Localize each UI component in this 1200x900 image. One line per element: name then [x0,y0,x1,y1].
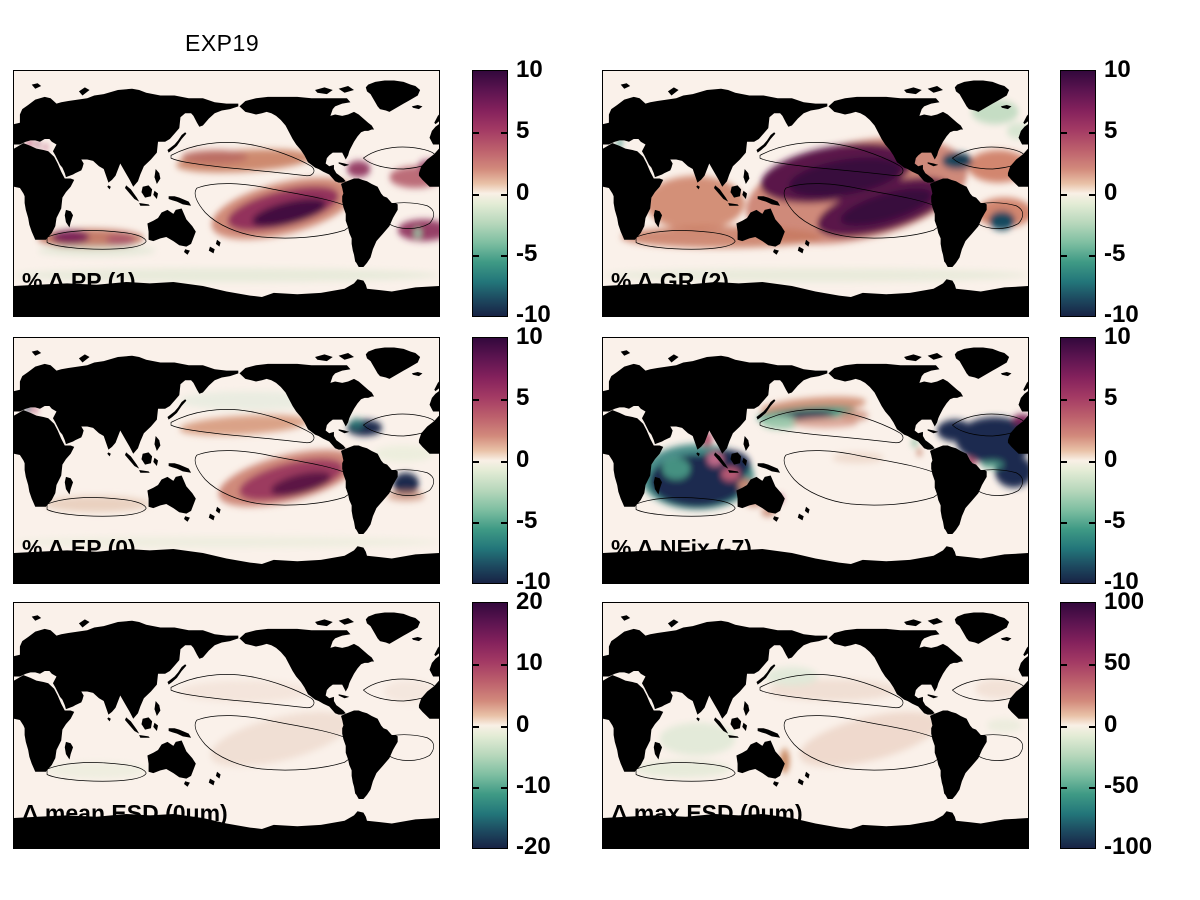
tick-label: -20 [516,833,551,860]
tick-label: 10 [516,323,543,350]
colorbar-gradient [472,70,508,317]
anomaly-layer-pp [14,139,439,282]
tick-label: 10 [1104,56,1131,83]
tick-label: 50 [1104,649,1131,677]
tick-label: 10 [516,56,543,83]
tick-label: -10 [1104,568,1139,595]
figure-title: EXP19 [185,30,260,56]
map-max-esd [602,602,1029,849]
colorbar-gradient [1060,337,1096,584]
tick-label: -5 [1104,506,1126,534]
colorbar-gradient [472,337,508,584]
map-mean-esd [13,602,440,849]
tick-label: -10 [516,568,551,595]
colorbar-ep: 10 5 0 -5 -10 [472,325,602,594]
map-label-nfix: % Δ NFix (-7) [611,535,752,561]
tick-label: 10 [516,649,543,677]
anomaly-layer-ep [14,391,439,548]
tick-label: 0 [516,445,530,473]
panel-mean-esd: Δ mean ESD (0um) [13,602,440,849]
tick-label: -50 [1104,771,1139,799]
tick-label: 5 [516,384,530,412]
colorbar-max-esd: 100 50 0 -50 -100 [1060,590,1190,859]
tick-label: -10 [516,301,551,328]
map-label-pp: % Δ PP (1) [22,268,136,294]
colorbar-pp: 10 5 0 -5 -10 [472,58,602,327]
colorbar-gradient [1060,70,1096,317]
tick-label: -5 [1104,239,1126,267]
tick-label: 5 [516,117,530,145]
colorbar-gradient [472,602,508,849]
tick-label: 10 [1104,323,1131,350]
tick-label: 5 [1104,384,1118,412]
map-label-mean-esd: Δ mean ESD (0um) [22,800,228,826]
map-label-max-esd: Δ max ESD (0um) [611,800,803,826]
anomaly-layer-max-esd [636,666,1023,778]
map-label-gr: % Δ GR (2) [611,268,729,294]
tick-label: -100 [1104,833,1153,860]
tick-label: 0 [516,178,530,206]
map-nfix [602,337,1029,584]
panel-pp: % Δ PP (1) [13,70,440,317]
tick-label: 0 [516,710,530,738]
tick-label: -5 [516,239,538,267]
anomaly-layer-mean-esd [47,680,436,779]
panel-gr: % Δ GR (2) [602,70,1029,317]
tick-label: 0 [1104,710,1118,738]
colorbar-mean-esd: 20 10 0 -10 -20 [472,590,602,859]
tick-label: 0 [1104,178,1118,206]
tick-label: -10 [1104,301,1139,328]
tick-label: 100 [1104,588,1145,615]
tick-label: 20 [516,588,543,615]
colorbar-nfix: 10 5 0 -5 -10 [1060,325,1190,594]
map-label-ep: % Δ EP (0) [22,535,136,561]
colorbar-gradient [1060,602,1096,849]
map-ep [13,337,440,584]
colorbar-gr: 10 5 0 -5 -10 [1060,58,1190,327]
tick-label: -5 [516,506,538,534]
tick-label: -10 [516,771,551,799]
tick-label: 0 [1104,445,1118,473]
anomaly-layer-nfix [640,396,1028,517]
tick-label: 5 [1104,117,1118,145]
panel-ep: % Δ EP (0) [13,337,440,584]
panel-max-esd: Δ max ESD (0um) [602,602,1029,849]
panel-nfix: % Δ NFix (-7) [602,337,1029,584]
map-pp [13,70,440,317]
map-gr [602,70,1029,317]
